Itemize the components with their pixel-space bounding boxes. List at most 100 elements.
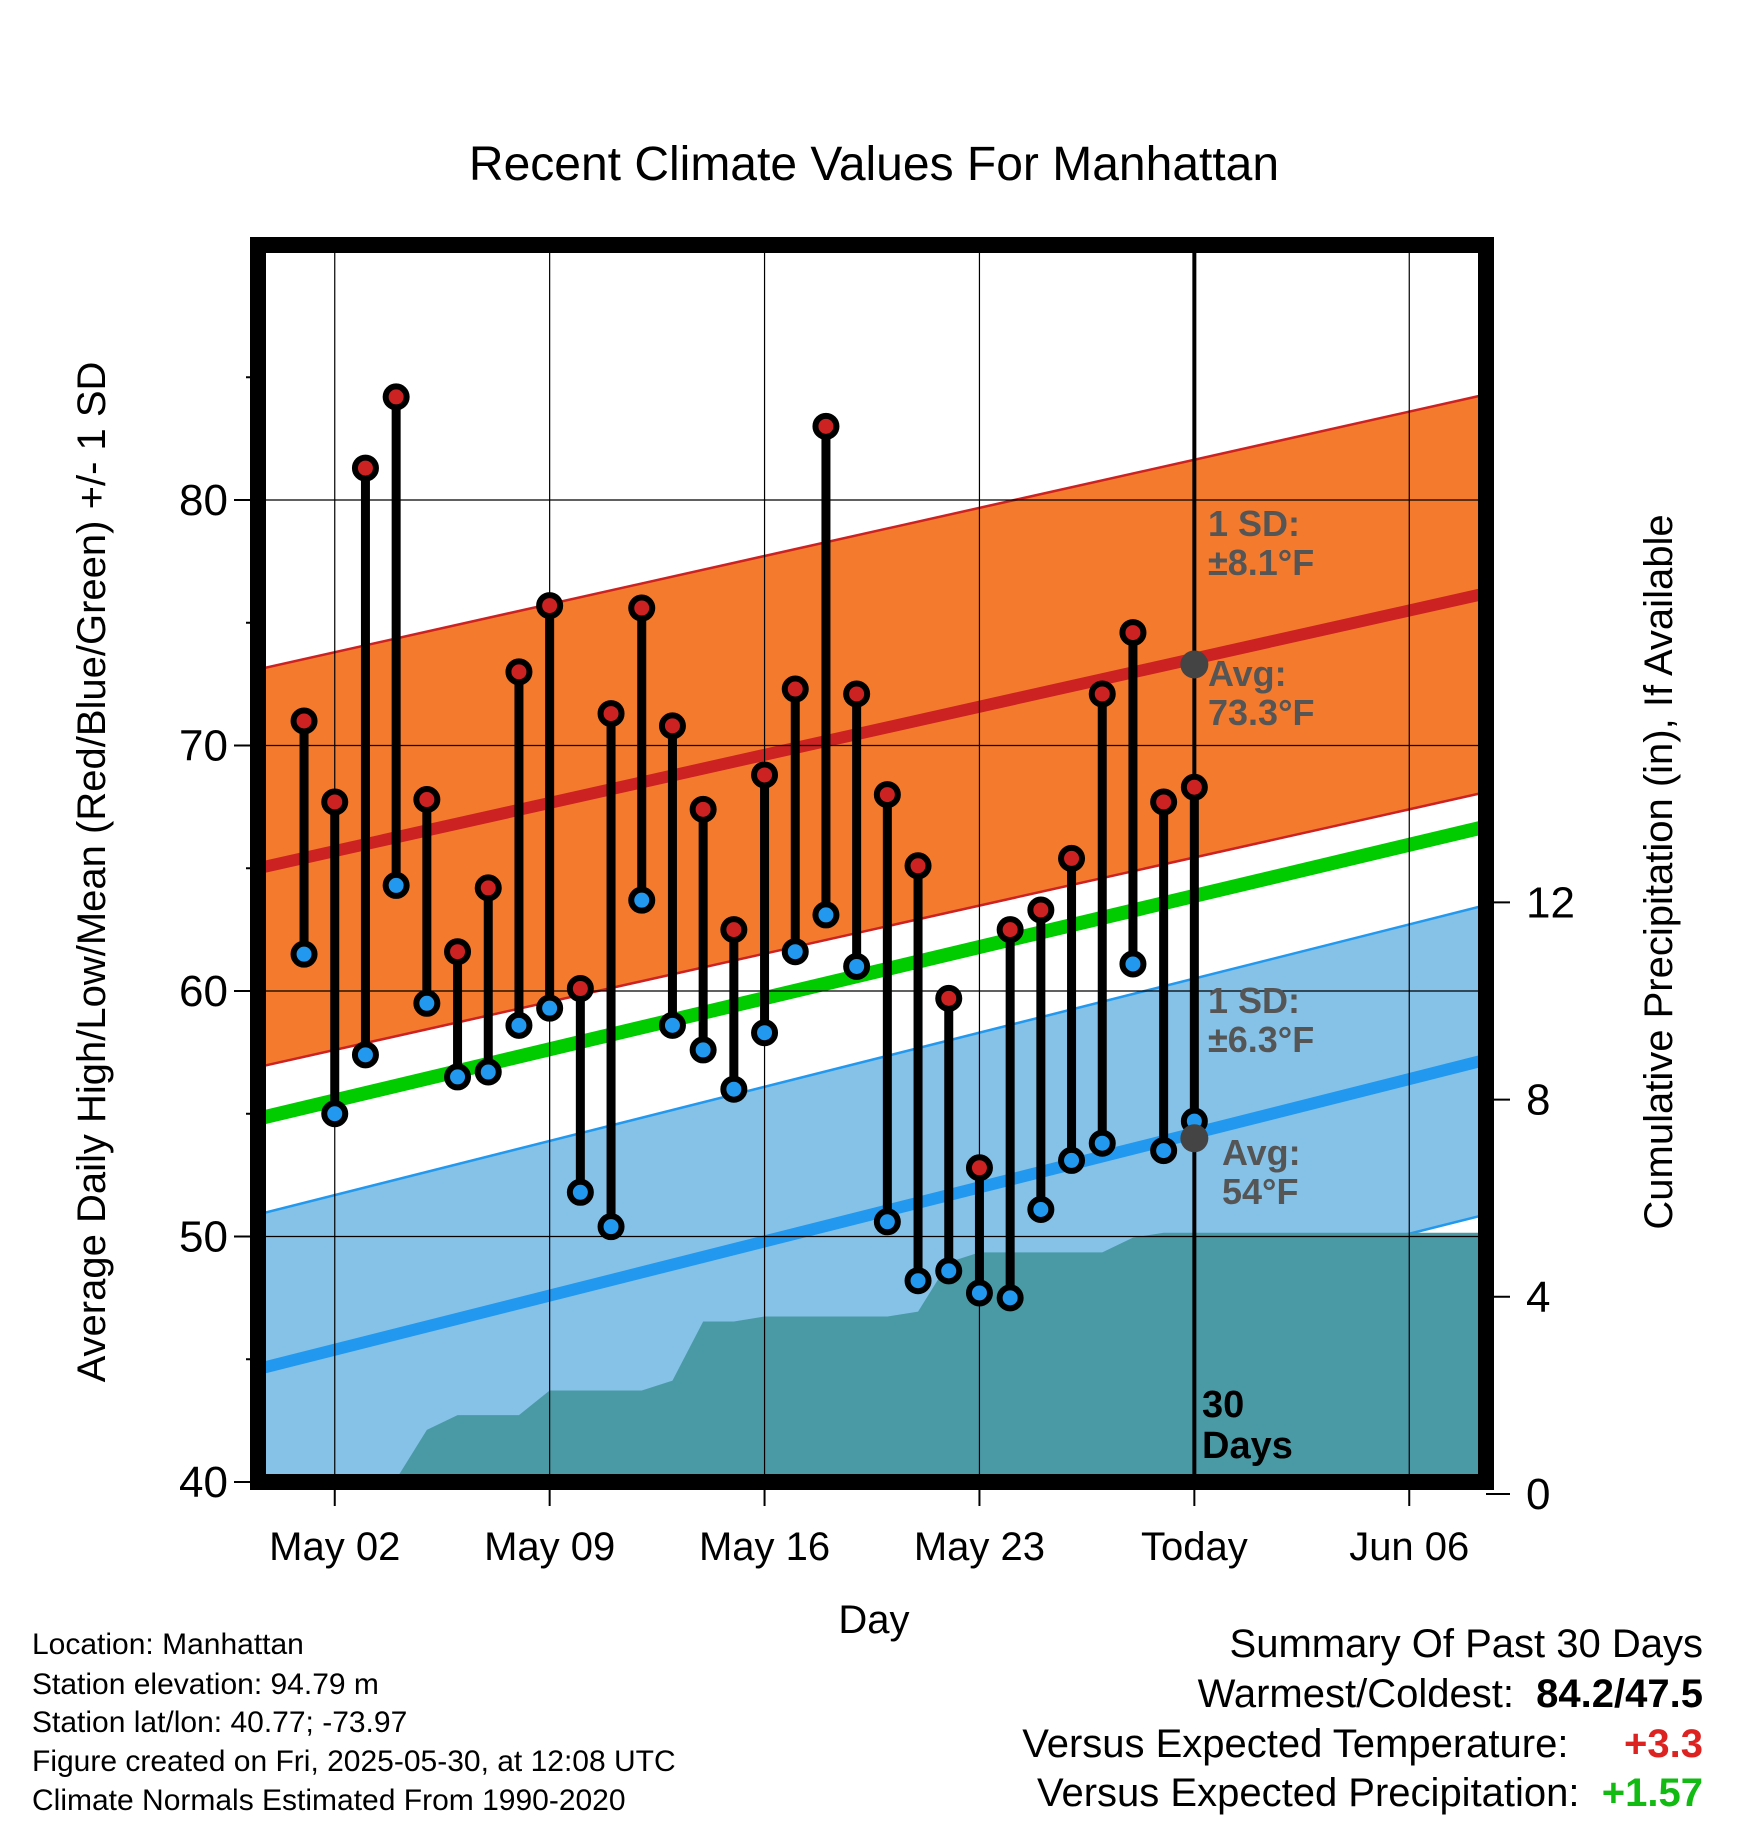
high-point (351, 454, 379, 482)
y2-tick-label: 12 (1526, 878, 1575, 927)
x-tick-label: May 23 (914, 1525, 1045, 1569)
high-point (873, 781, 901, 809)
temp-value: +3.3 (1624, 1722, 1703, 1766)
low-point (597, 1213, 625, 1241)
summary-precip: Versus Expected Precipitation: +1.57 (1037, 1771, 1703, 1816)
low-avg-annotation: Avg: 54°F (1222, 1132, 1301, 1212)
low-point (965, 1279, 993, 1307)
low-point (505, 1011, 533, 1039)
precip-label: Versus Expected Precipitation: (1037, 1771, 1580, 1815)
y-tick-label: 80 (179, 476, 228, 525)
chart-title: Recent Climate Values For Manhattan (469, 138, 1279, 191)
low-point (873, 1208, 901, 1236)
high-point (1119, 619, 1147, 647)
y-axis-label: Average Daily High/Low/Mean (Red/Blue/Gr… (70, 362, 114, 1383)
elevation-text: Station elevation: 94.79 m (32, 1668, 379, 1701)
low-point (781, 938, 809, 966)
today-low-avg-marker (1180, 1124, 1209, 1153)
high-point (935, 984, 963, 1012)
normal-high-line (258, 587, 1486, 875)
precip-value: +1.57 (1601, 1771, 1703, 1815)
low-point (1150, 1137, 1178, 1165)
high-point (290, 707, 318, 735)
created-text: Figure created on Fri, 2025-05-30, at 12… (32, 1745, 676, 1778)
x-tick-label: Today (1141, 1525, 1248, 1569)
low-point (351, 1041, 379, 1069)
low-point (812, 901, 840, 929)
high-point (597, 700, 625, 728)
summary-heading: Summary Of Past 30 Days (1229, 1622, 1703, 1666)
low-point (536, 994, 564, 1022)
high-point (1027, 896, 1055, 924)
high-point (1058, 844, 1086, 872)
high-point (751, 761, 779, 789)
low-point (935, 1257, 963, 1285)
latlon-text: Station lat/lon: 40.77; -73.97 (32, 1706, 408, 1739)
x-tick-label: May 16 (699, 1525, 830, 1569)
high-point (904, 852, 932, 880)
high-point (689, 795, 717, 823)
precipitation-area (390, 1232, 1486, 1482)
y2-tick-label: 0 (1526, 1470, 1550, 1519)
temp-label: Versus Expected Temperature: (1022, 1722, 1569, 1766)
low-point (1088, 1129, 1116, 1157)
low-point (658, 1011, 686, 1039)
high-point (382, 383, 410, 411)
low-point (751, 1019, 779, 1047)
low-point (996, 1284, 1024, 1312)
high-point (536, 592, 564, 620)
low-point (413, 989, 441, 1017)
high-point (720, 916, 748, 944)
low-sd-annotation: 1 SD: ±6.3°F (1208, 980, 1314, 1060)
low-point (689, 1036, 717, 1064)
today-high-avg-marker (1180, 650, 1209, 679)
x-axis-label: Day (838, 1598, 909, 1642)
high-point (474, 874, 502, 902)
low-point (566, 1178, 594, 1206)
low-point (843, 952, 871, 980)
low-point (904, 1267, 932, 1295)
high-point (965, 1154, 993, 1182)
low-point (628, 886, 656, 914)
location-text: Location: Manhattan (32, 1628, 304, 1661)
high-point (843, 680, 871, 708)
high-point (658, 712, 686, 740)
low-point (321, 1100, 349, 1128)
plot-clip-group: 1 SD: ±8.1°F Avg: 73.3°F 1 SD: ±6.3°F Avg: 54°F… (258, 245, 1486, 1482)
x-tick-label: May 02 (269, 1525, 400, 1569)
y-tick-label: 60 (179, 967, 228, 1016)
low-point (382, 871, 410, 899)
y-tick-label: 50 (179, 1213, 228, 1262)
low-point (1058, 1146, 1086, 1174)
low-point (290, 940, 318, 968)
high-point (505, 658, 533, 686)
high-point (444, 938, 472, 966)
low-point (1119, 950, 1147, 978)
y2-tick-label: 4 (1526, 1273, 1550, 1322)
high-point (1088, 680, 1116, 708)
low-point (474, 1058, 502, 1086)
high-point (413, 786, 441, 814)
high-point (781, 675, 809, 703)
high-point (321, 788, 349, 816)
summary-temp: Versus Expected Temperature: +3.3 (1022, 1722, 1703, 1767)
plot-area: 1 SD: ±8.1°F Avg: 73.3°F 1 SD: ±6.3°F Avg: 54°F… (179, 237, 1575, 1569)
warm-cold-label: Warmest/Coldest: (1197, 1672, 1514, 1716)
low-point (444, 1063, 472, 1091)
warm-cold-value: 84.2/47.5 (1536, 1672, 1703, 1716)
high-avg-annotation: Avg: 73.3°F (1208, 653, 1314, 733)
y2-axis-label: Cumulative Precipitation (in), If Availa… (1637, 514, 1681, 1229)
y-tick-label: 40 (179, 1458, 228, 1507)
high-sd-annotation: 1 SD: ±8.1°F (1208, 503, 1314, 583)
high-point (628, 594, 656, 622)
high-point (996, 916, 1024, 944)
y2-tick-label: 8 (1526, 1076, 1550, 1125)
x-tick-label: Jun 06 (1349, 1525, 1469, 1569)
summary-warm-cold: Warmest/Coldest: 84.2/47.5 (1198, 1672, 1703, 1717)
normals-text: Climate Normals Estimated From 1990-2020 (32, 1784, 626, 1817)
normal-low-line (258, 1053, 1486, 1375)
high-point (566, 975, 594, 1003)
high-point (1180, 773, 1208, 801)
high-point (812, 412, 840, 440)
plot-frame (250, 237, 1494, 1490)
